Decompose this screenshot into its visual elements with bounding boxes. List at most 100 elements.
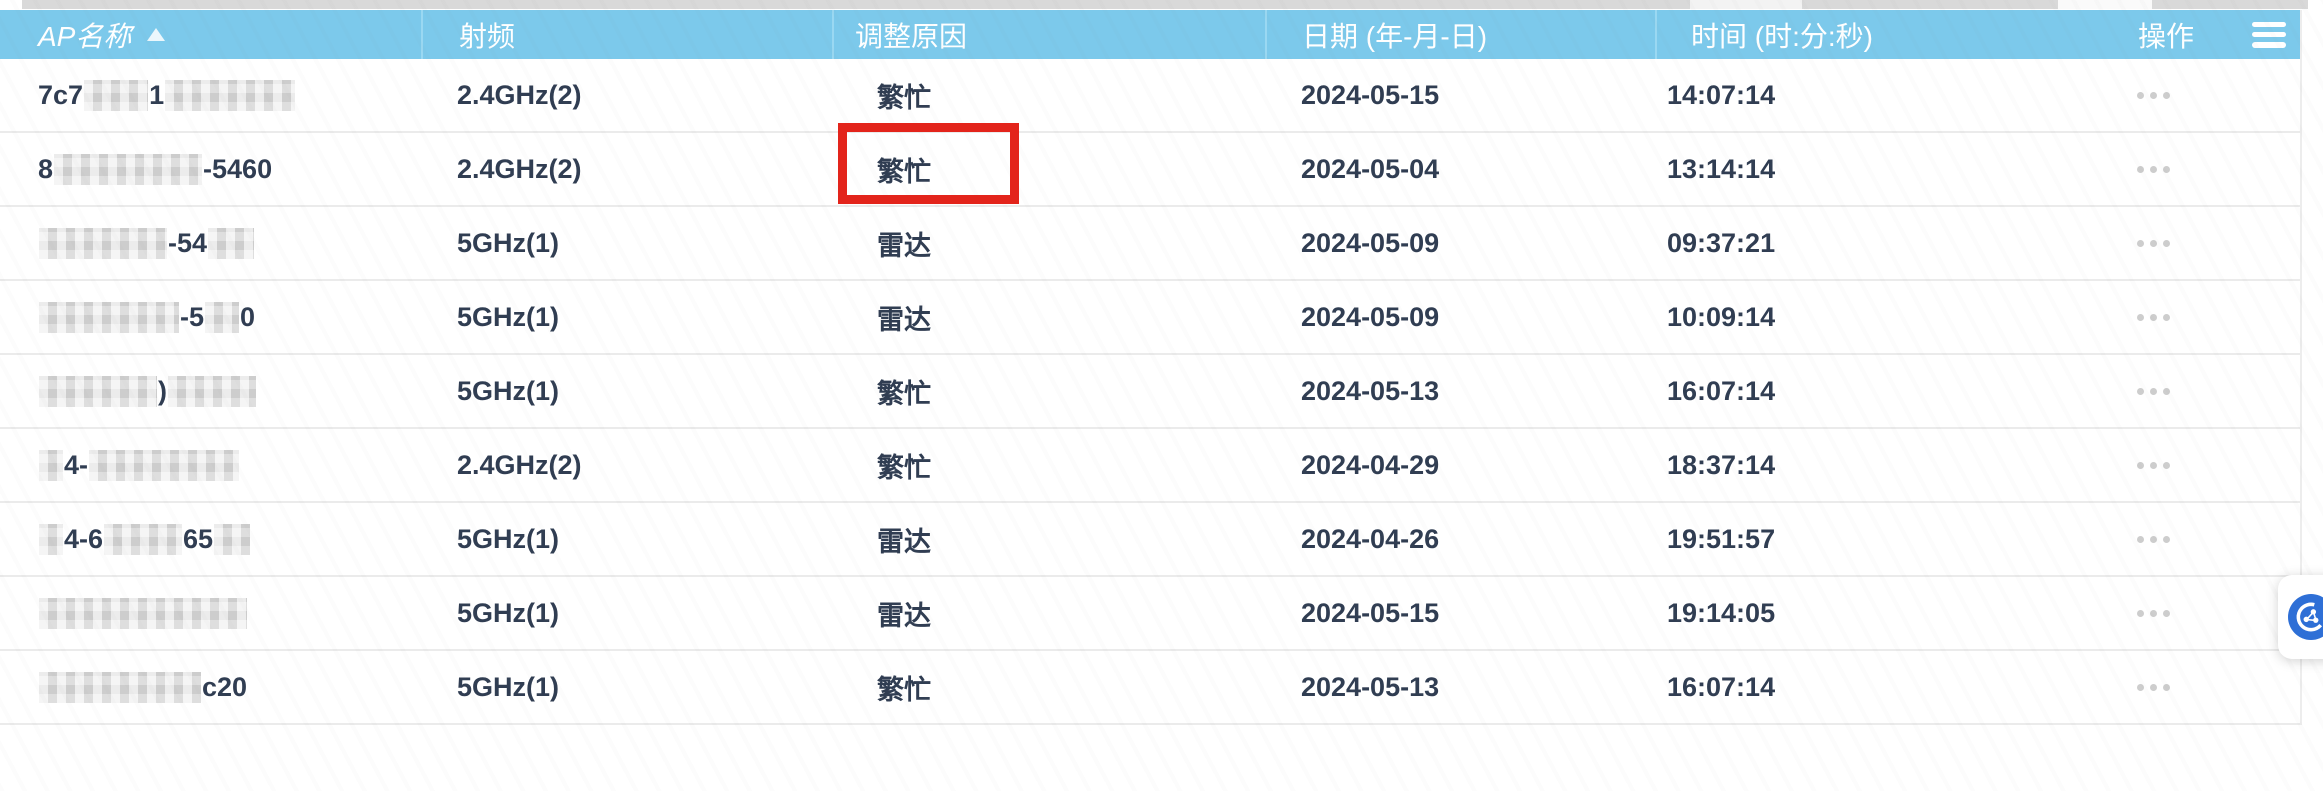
- reason-cell: 繁忙: [832, 355, 1265, 427]
- redacted-pixelation: [54, 153, 203, 185]
- date-cell: 2024-05-15: [1265, 577, 1655, 649]
- time-value: 19:51:57: [1667, 523, 1776, 554]
- date-value: 2024-05-13: [1301, 671, 1440, 702]
- row-actions-button[interactable]: [2137, 683, 2170, 691]
- redacted-pixelation: [39, 301, 179, 333]
- action-dot: [2163, 165, 2170, 173]
- ap-name-fragment: c20: [202, 671, 248, 702]
- redacted-pixelation: [214, 523, 251, 555]
- radio-value: 5GHz(1): [457, 597, 560, 628]
- action-dot: [2137, 683, 2144, 691]
- column-header-date: 日期 (年-月-日): [1265, 10, 1655, 59]
- sort-ascending-icon: [147, 28, 166, 41]
- time-value: 16:07:14: [1667, 375, 1776, 406]
- floating-assistant-button[interactable]: [2278, 575, 2323, 659]
- time-cell: 16:07:14: [1655, 355, 2000, 427]
- highlight-annotation-box: [838, 123, 1019, 204]
- row-actions-button[interactable]: [2137, 313, 2170, 321]
- column-header-ap_name[interactable]: AP名称: [0, 10, 421, 59]
- redacted-pixelation: [39, 375, 157, 407]
- settings-icon-bar: [2252, 31, 2286, 38]
- radio-cell: 5GHz(1): [421, 651, 832, 723]
- action-dot: [2150, 609, 2157, 617]
- ap-name-fragment: 4-6: [64, 523, 104, 554]
- redacted-pixelation: [104, 523, 183, 555]
- ap-name-fragment: 7c7: [38, 79, 84, 110]
- ap-name-cell: -5 0: [0, 281, 421, 353]
- reason-value: 雷达: [877, 526, 931, 557]
- table-row: 8 -5460 2.4GHz(2) 繁忙 2024-05-04 13:14:14: [0, 133, 2300, 207]
- action-dot: [2150, 313, 2157, 321]
- table-row: 7c7 1 2.4GHz(2) 繁忙 2024-05-15 14:07:14: [0, 59, 2300, 133]
- redacted-pixelation: [205, 301, 240, 333]
- row-actions-button[interactable]: [2137, 461, 2170, 469]
- reason-value: 繁忙: [877, 82, 931, 113]
- radio-value: 2.4GHz(2): [457, 153, 582, 184]
- time-value: 13:14:14: [1667, 153, 1776, 184]
- action-dot: [2137, 387, 2144, 395]
- ap-name-cell: 4-6 65: [0, 503, 421, 575]
- row-actions-button[interactable]: [2137, 387, 2170, 395]
- action-dot: [2150, 535, 2157, 543]
- action-dot: [2163, 461, 2170, 469]
- time-value: 18:37:14: [1667, 449, 1776, 480]
- action-dot: [2163, 535, 2170, 543]
- reason-value: 雷达: [877, 600, 931, 631]
- column-header-label: 调整原因: [855, 20, 968, 52]
- reason-value: 雷达: [877, 230, 931, 261]
- column-header-label: 射频: [459, 20, 516, 52]
- ap-name-cell: 4-: [0, 429, 421, 501]
- reason-cell: 雷达: [832, 281, 1265, 353]
- column-settings-icon[interactable]: [2252, 21, 2286, 48]
- redacted-pixelation: [84, 79, 149, 111]
- reason-value: 繁忙: [877, 452, 931, 483]
- time-cell: 13:14:14: [1655, 133, 2000, 205]
- action-dot: [2137, 165, 2144, 173]
- column-header-radio: 射频: [421, 10, 832, 59]
- row-actions-button[interactable]: [2137, 609, 2170, 617]
- row-actions-button[interactable]: [2137, 239, 2170, 247]
- radio-value: 5GHz(1): [457, 671, 560, 702]
- actions-cell: [2000, 133, 2300, 205]
- table-row: 4-6 65 5GHz(1) 雷达 2024-04-26 19:51:57: [0, 503, 2300, 577]
- ap-name-cell: c20: [0, 651, 421, 723]
- column-header-actions: 操作: [2000, 10, 2300, 59]
- row-actions-button[interactable]: [2137, 91, 2170, 99]
- radio-cell: 2.4GHz(2): [421, 59, 832, 131]
- ap-name-fragment: 1: [149, 79, 165, 110]
- date-cell: 2024-05-09: [1265, 281, 1655, 353]
- network-assistant-icon: [2288, 594, 2323, 640]
- actions-cell: [2000, 207, 2300, 279]
- date-value: 2024-05-09: [1301, 301, 1440, 332]
- column-header-label: AP名称: [38, 20, 132, 52]
- action-dot: [2137, 91, 2144, 99]
- ap-name-cell: 8 -5460: [0, 133, 421, 205]
- action-dot: [2163, 387, 2170, 395]
- redacted-pixelation: [39, 227, 167, 259]
- row-actions-button[interactable]: [2137, 165, 2170, 173]
- table-row: ) 5GHz(1) 繁忙 2024-05-13 16:07:14: [0, 355, 2300, 429]
- actions-cell: [2000, 577, 2300, 649]
- ap-name-fragment: -5460: [203, 153, 273, 184]
- row-actions-button[interactable]: [2137, 535, 2170, 543]
- radio-cell: 5GHz(1): [421, 577, 832, 649]
- time-value: 09:37:21: [1667, 227, 1776, 258]
- redacted-pixelation: [39, 671, 201, 703]
- reason-value: 繁忙: [877, 378, 931, 409]
- reason-value: 繁忙: [877, 674, 931, 705]
- action-dot: [2137, 313, 2144, 321]
- actions-cell: [2000, 429, 2300, 501]
- action-dot: [2163, 683, 2170, 691]
- radio-cell: 2.4GHz(2): [421, 429, 832, 501]
- ap-name-fragment: 8: [38, 153, 54, 184]
- ap-name-fragment: -5: [180, 301, 205, 332]
- date-cell: 2024-04-26: [1265, 503, 1655, 575]
- action-dot: [2150, 387, 2157, 395]
- action-dot: [2150, 165, 2157, 173]
- date-cell: 2024-05-04: [1265, 133, 1655, 205]
- settings-icon-bar: [2252, 42, 2286, 48]
- reason-cell: 雷达: [832, 207, 1265, 279]
- date-value: 2024-05-15: [1301, 79, 1440, 110]
- time-cell: 09:37:21: [1655, 207, 2000, 279]
- radio-cell: 5GHz(1): [421, 355, 832, 427]
